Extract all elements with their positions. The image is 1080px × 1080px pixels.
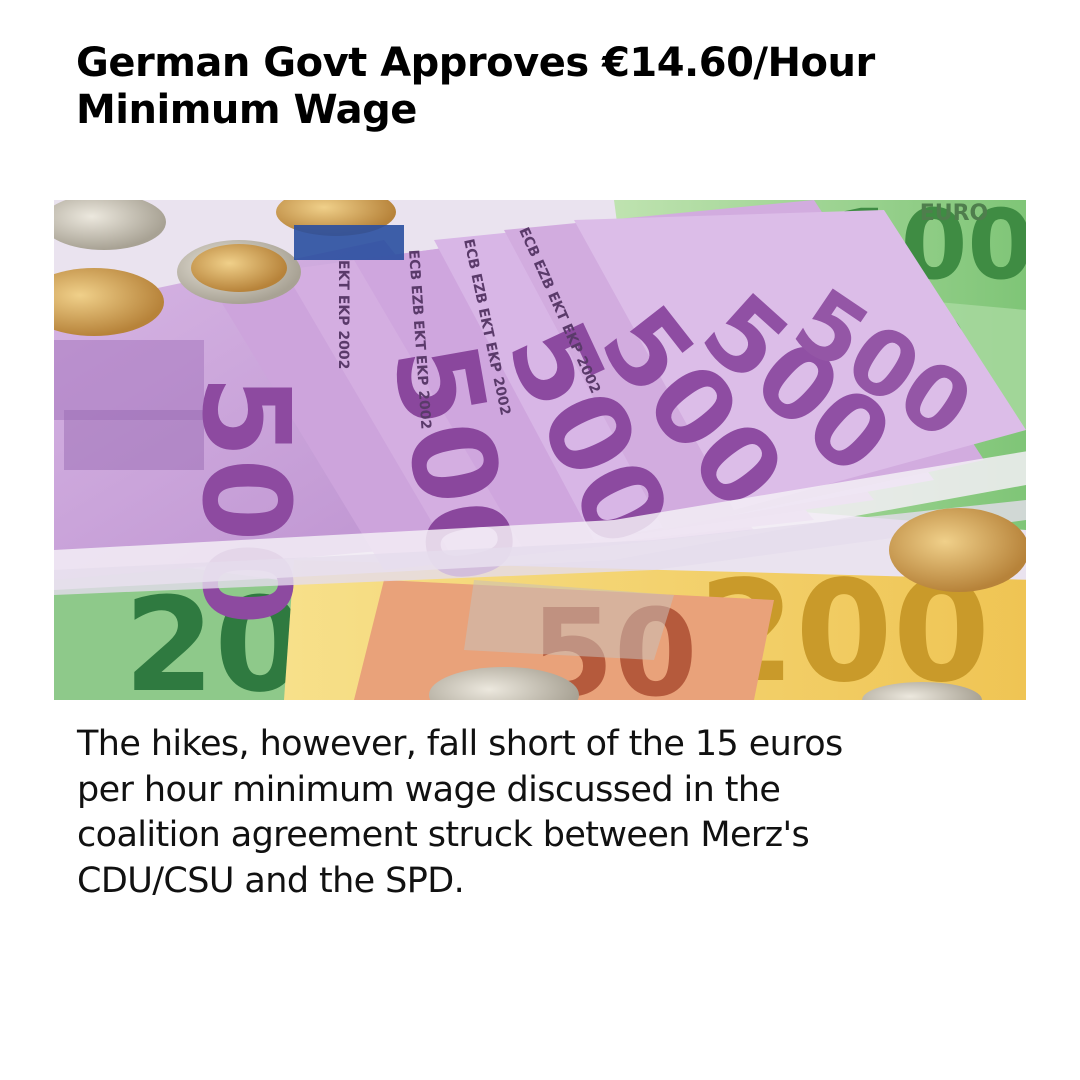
bottom-notes: 20 200 50: [54, 550, 1026, 700]
headline-line-1: German Govt Approves €14.60/Hour: [76, 40, 875, 86]
500-euro-note-fan: 500 500 500 500 500 500 EKT EKP 2002 ECB…: [54, 200, 1026, 625]
headline-line-2: Minimum Wage: [76, 87, 417, 133]
note-ekt-label: EKT EKP 2002: [335, 260, 351, 369]
note-20-label: 20: [124, 569, 305, 700]
summary-line-1: The hikes, however, fall short of the 15…: [77, 724, 843, 764]
summary-line-4: CDU/CSU and the SPD.: [77, 860, 465, 901]
euro-coins: [54, 200, 1026, 700]
headline: German Govt Approves €14.60/Hour Minimum…: [76, 40, 1006, 134]
euro-banknotes-photo: 100 EURO 100 20 200 50: [54, 200, 1026, 700]
eu-flag-icon: [294, 225, 404, 260]
summary-line-2: per hour minimum wage discussed in the: [77, 769, 781, 810]
article-summary: The hikes, however, fall short of the 15…: [77, 722, 1007, 904]
note-euro-label: EURO: [920, 201, 989, 226]
summary-line-3: coalition agreement struck between Merz'…: [77, 815, 810, 855]
